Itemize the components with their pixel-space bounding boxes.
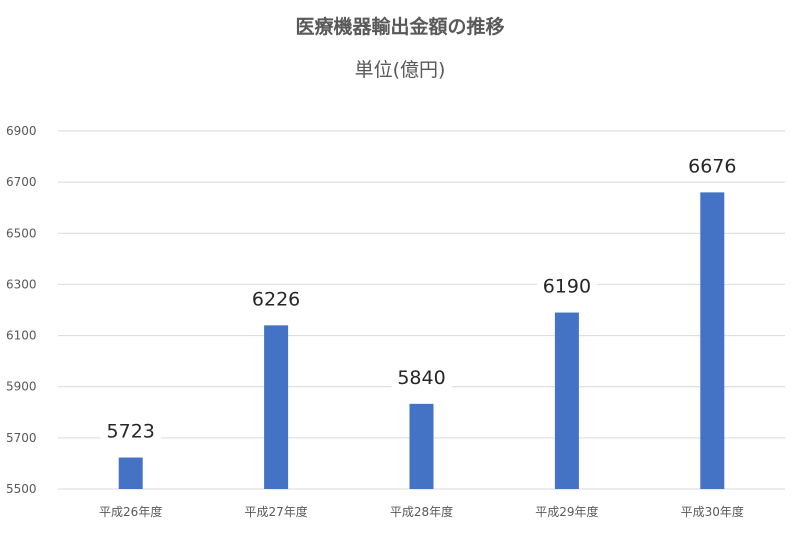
y-tick-label: 6300 [6, 277, 37, 291]
category-label: 平成28年度 [390, 504, 453, 519]
category-label: 平成27年度 [244, 504, 307, 519]
data-label: 6226 [252, 288, 300, 310]
data-label-bg [682, 154, 743, 179]
chart-subtitle: 単位(億円) [354, 59, 446, 81]
data-label-bg [536, 274, 597, 299]
category-label: 平成26年度 [99, 504, 162, 519]
category-label: 平成29年度 [535, 504, 598, 519]
bar [264, 325, 289, 489]
y-tick-label: 6700 [6, 175, 37, 189]
data-label-bg [100, 419, 161, 444]
y-tick-label: 6100 [6, 329, 37, 343]
bar [118, 457, 143, 489]
data-label: 6190 [543, 276, 591, 298]
y-tick-label: 5700 [6, 431, 37, 445]
bar [409, 403, 434, 489]
data-label-bg [391, 365, 452, 390]
data-label: 6676 [688, 155, 736, 177]
y-tick-label: 6900 [6, 124, 37, 138]
bar [700, 192, 725, 489]
data-label: 5840 [397, 367, 445, 389]
data-label-bg [246, 287, 307, 312]
y-tick-label: 5900 [6, 380, 37, 394]
y-tick-label: 6500 [6, 226, 37, 240]
category-label: 平成30年度 [681, 504, 744, 519]
bar [554, 312, 579, 489]
data-label: 5723 [107, 421, 155, 443]
y-tick-label: 5500 [6, 482, 37, 496]
chart-title: 医療機器輸出金額の推移 [295, 16, 505, 38]
